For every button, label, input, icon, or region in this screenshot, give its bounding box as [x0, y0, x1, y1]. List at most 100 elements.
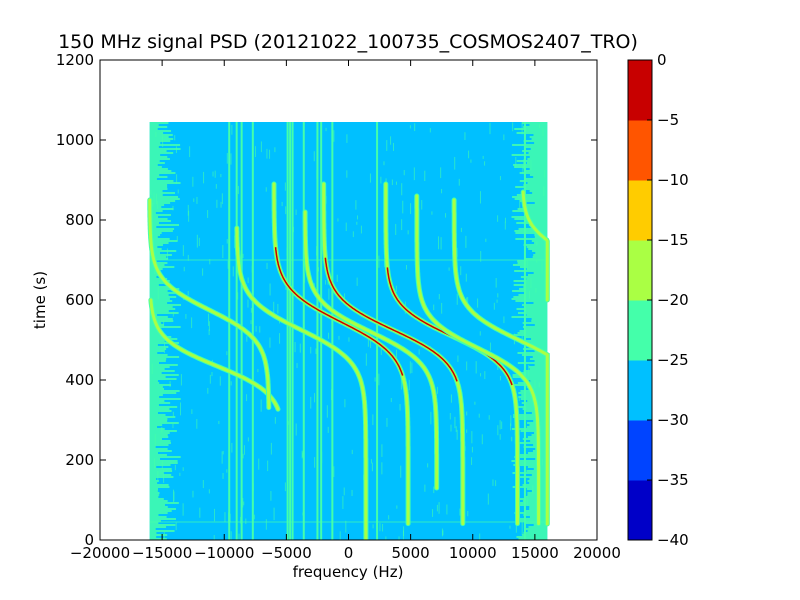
noise-right-edge	[529, 124, 548, 126]
noise-speckle	[519, 199, 521, 210]
noise-speckle	[187, 290, 189, 296]
x-tick-label: −5000	[261, 544, 312, 562]
noise-right-edge	[512, 144, 548, 146]
noise-speckle	[430, 411, 432, 425]
noise-left-edge	[149, 350, 165, 352]
noise-speckle	[356, 221, 358, 225]
noise-left-edge	[149, 522, 159, 524]
noise-speckle	[333, 466, 335, 478]
noise-speckle	[174, 135, 176, 141]
noise-left-edge	[149, 412, 158, 414]
noise-left-edge	[149, 236, 158, 238]
noise-speckle	[542, 458, 544, 466]
noise-left-edge	[149, 262, 168, 264]
noise-left-edge	[149, 134, 173, 136]
noise-speckle	[372, 524, 374, 529]
noise-right-edge	[526, 204, 548, 206]
noise-speckle	[270, 491, 272, 501]
noise-right-edge	[525, 206, 548, 208]
colorbar-segment	[628, 420, 652, 481]
noise-speckle	[370, 459, 372, 464]
noise-speckle	[474, 401, 476, 405]
noise-left-edge	[149, 212, 156, 214]
noise-speckle	[218, 420, 220, 425]
noise-speckle	[385, 536, 387, 540]
noise-speckle	[273, 507, 275, 521]
noise-right-edge	[514, 270, 548, 272]
noise-left-edge	[149, 320, 174, 322]
noise-speckle	[413, 167, 415, 181]
noise-left-edge	[149, 418, 168, 420]
noise-speckle	[487, 493, 489, 505]
noise-speckle	[424, 484, 426, 492]
noise-speckle	[391, 179, 393, 186]
chart-title: 150 MHz signal PSD (20121022_100735_COSM…	[58, 31, 638, 53]
noise-speckle	[185, 313, 187, 319]
noise-left-edge	[149, 372, 162, 374]
noise-speckle	[158, 492, 160, 496]
noise-right-edge	[526, 212, 548, 214]
noise-speckle	[509, 525, 511, 529]
noise-speckle	[328, 288, 330, 300]
noise-left-edge	[149, 132, 164, 134]
noise-speckle	[318, 267, 320, 272]
noise-speckle	[493, 302, 495, 310]
noise-speckle	[530, 278, 532, 289]
noise-left-edge	[149, 180, 174, 182]
noise-left-edge	[149, 266, 175, 268]
noise-speckle	[457, 355, 459, 362]
noise-speckle	[504, 217, 506, 223]
noise-left-edge	[149, 512, 168, 514]
noise-right-edge	[519, 502, 548, 504]
noise-right-edge	[531, 240, 548, 242]
noise-speckle	[383, 161, 385, 166]
noise-speckle	[346, 134, 348, 143]
noise-speckle	[208, 313, 210, 326]
noise-right-edge	[511, 428, 548, 430]
noise-speckle	[485, 238, 487, 242]
noise-right-edge	[517, 262, 548, 264]
noise-speckle	[169, 381, 171, 388]
noise-left-edge	[149, 492, 160, 494]
noise-right-edge	[517, 352, 548, 354]
noise-speckle	[407, 230, 409, 235]
noise-speckle	[479, 191, 481, 204]
noise-left-edge	[149, 244, 163, 246]
noise-right-edge	[516, 308, 548, 310]
noise-speckle	[294, 342, 296, 353]
noise-speckle	[497, 215, 499, 222]
noise-left-edge	[149, 148, 181, 150]
noise-speckle	[344, 293, 346, 302]
noise-speckle	[257, 369, 259, 373]
noise-speckle	[274, 147, 276, 153]
noise-speckle	[464, 132, 466, 140]
noise-left-edge	[149, 486, 170, 488]
noise-speckle	[226, 153, 228, 164]
noise-speckle	[299, 343, 301, 353]
noise-right-edge	[528, 526, 548, 528]
noise-left-edge	[149, 480, 159, 482]
noise-left-edge	[149, 238, 170, 240]
noise-right-edge	[512, 196, 548, 198]
noise-right-edge	[526, 278, 548, 280]
noise-speckle	[395, 349, 397, 358]
noise-speckle	[277, 303, 279, 314]
noise-speckle	[401, 219, 403, 231]
noise-speckle	[214, 508, 216, 522]
noise-left-edge	[149, 152, 174, 154]
noise-speckle	[324, 280, 326, 285]
noise-left-edge	[149, 536, 157, 538]
noise-right-edge	[523, 532, 548, 534]
noise-left-edge	[149, 528, 156, 530]
noise-speckle	[346, 170, 348, 178]
noise-left-edge	[149, 452, 158, 454]
noise-speckle	[172, 411, 174, 417]
noise-speckle	[196, 196, 198, 204]
noise-speckle	[374, 377, 376, 382]
noise-speckle	[260, 141, 262, 153]
noise-speckle	[154, 458, 156, 469]
noise-speckle	[250, 308, 252, 313]
noise-left-edge	[149, 360, 166, 362]
noise-right-edge	[516, 132, 548, 134]
noise-left-edge	[149, 538, 167, 540]
